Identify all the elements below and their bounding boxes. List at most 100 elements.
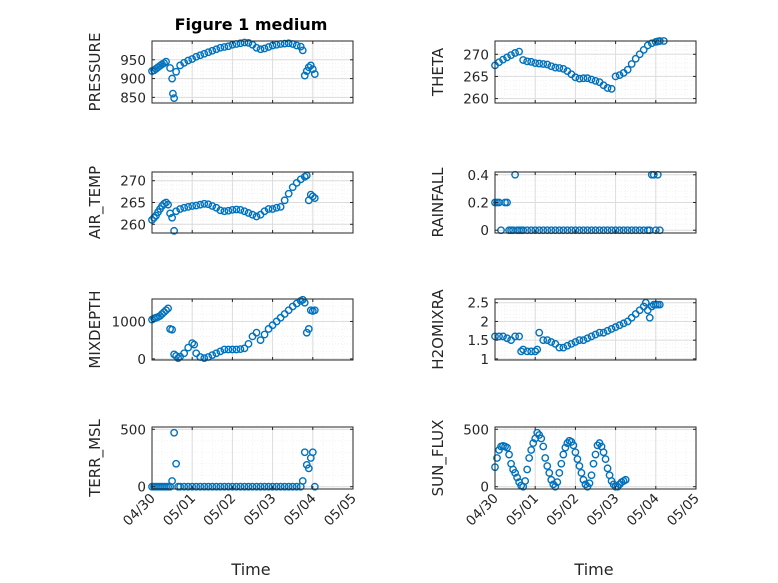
data-point <box>511 469 519 477</box>
data-point <box>188 55 197 63</box>
data-point <box>220 43 229 51</box>
data-point <box>169 89 177 98</box>
series-markers <box>148 38 319 103</box>
data-point <box>236 345 245 354</box>
data-point <box>595 328 604 337</box>
chart-air_temp: 260 265 270 AIR_TEMP <box>86 166 354 239</box>
data-point <box>591 330 600 339</box>
data-point <box>168 213 177 222</box>
data-point <box>288 183 297 192</box>
data-point <box>587 75 596 84</box>
data-point <box>567 340 576 348</box>
axes-box <box>494 426 697 490</box>
data-point <box>244 340 253 348</box>
data-point <box>216 482 225 491</box>
data-point <box>252 482 261 491</box>
axes-box <box>151 426 354 490</box>
data-point <box>310 482 319 491</box>
data-point <box>539 442 548 451</box>
data-point <box>248 482 257 491</box>
data-point <box>168 477 177 485</box>
data-point <box>587 332 596 341</box>
data-point <box>196 200 205 209</box>
data-point <box>256 45 265 54</box>
data-point <box>204 48 213 57</box>
data-point <box>272 40 281 49</box>
data-point <box>232 345 241 354</box>
y-tick-label: 2.5 <box>468 296 489 312</box>
data-point <box>180 482 189 491</box>
data-point <box>503 198 511 207</box>
figure-title: Figure 1 medium <box>175 15 328 34</box>
data-point <box>555 64 564 72</box>
data-point <box>619 319 628 328</box>
data-point <box>228 206 237 214</box>
data-point <box>591 76 600 85</box>
data-point <box>611 323 620 331</box>
chart-h2omixra: 1 1.5 2 2.5 H2OMIXRA <box>429 289 697 370</box>
data-point <box>521 477 530 485</box>
data-point <box>310 306 319 315</box>
data-point <box>503 334 511 343</box>
data-point <box>264 43 273 51</box>
data-point <box>545 469 554 477</box>
data-point <box>499 332 507 341</box>
data-point <box>583 74 592 83</box>
data-point <box>272 482 281 491</box>
series-markers <box>491 37 668 93</box>
data-point <box>575 336 584 345</box>
data-point <box>557 459 566 468</box>
data-point <box>304 464 313 473</box>
data-point <box>276 482 285 491</box>
data-point <box>180 58 189 67</box>
data-point <box>244 38 253 47</box>
data-point <box>176 482 185 491</box>
y-tick-label: 270 <box>120 174 146 190</box>
data-point <box>220 345 229 354</box>
data-point <box>280 196 289 205</box>
data-point <box>232 205 241 214</box>
data-point <box>585 479 594 488</box>
data-point <box>200 49 209 58</box>
data-point <box>268 482 277 491</box>
data-point <box>172 67 181 76</box>
data-point <box>216 206 225 215</box>
data-point <box>232 482 241 491</box>
data-point <box>613 482 622 491</box>
data-point <box>511 332 519 341</box>
data-point <box>549 480 558 489</box>
y-tick-label: 260 <box>120 217 146 233</box>
data-point <box>224 482 233 491</box>
data-point <box>244 209 253 217</box>
data-point <box>284 189 293 198</box>
data-point <box>284 482 293 491</box>
data-point <box>527 57 536 66</box>
data-point <box>589 459 598 468</box>
data-point <box>268 205 277 213</box>
data-point <box>555 343 564 352</box>
data-point <box>505 450 513 459</box>
x-axis-label-left: Time <box>230 560 270 579</box>
data-point <box>208 482 217 491</box>
data-point <box>272 203 281 212</box>
data-point <box>162 57 170 66</box>
data-point <box>162 306 170 315</box>
data-point <box>196 51 205 60</box>
data-point <box>200 482 209 491</box>
y-tick-label: 1000 <box>112 314 146 330</box>
data-point <box>184 56 193 65</box>
series-markers <box>491 428 630 491</box>
y-tick-label: 265 <box>120 196 146 212</box>
data-point <box>248 210 257 219</box>
data-point <box>593 441 602 450</box>
data-point <box>150 213 158 222</box>
data-point <box>252 212 261 221</box>
data-point <box>571 448 580 457</box>
data-point <box>284 39 293 48</box>
y-tick-label: 900 <box>120 72 146 88</box>
data-point <box>308 448 317 457</box>
data-point <box>184 343 193 352</box>
data-point <box>623 65 632 74</box>
data-point <box>553 478 562 487</box>
